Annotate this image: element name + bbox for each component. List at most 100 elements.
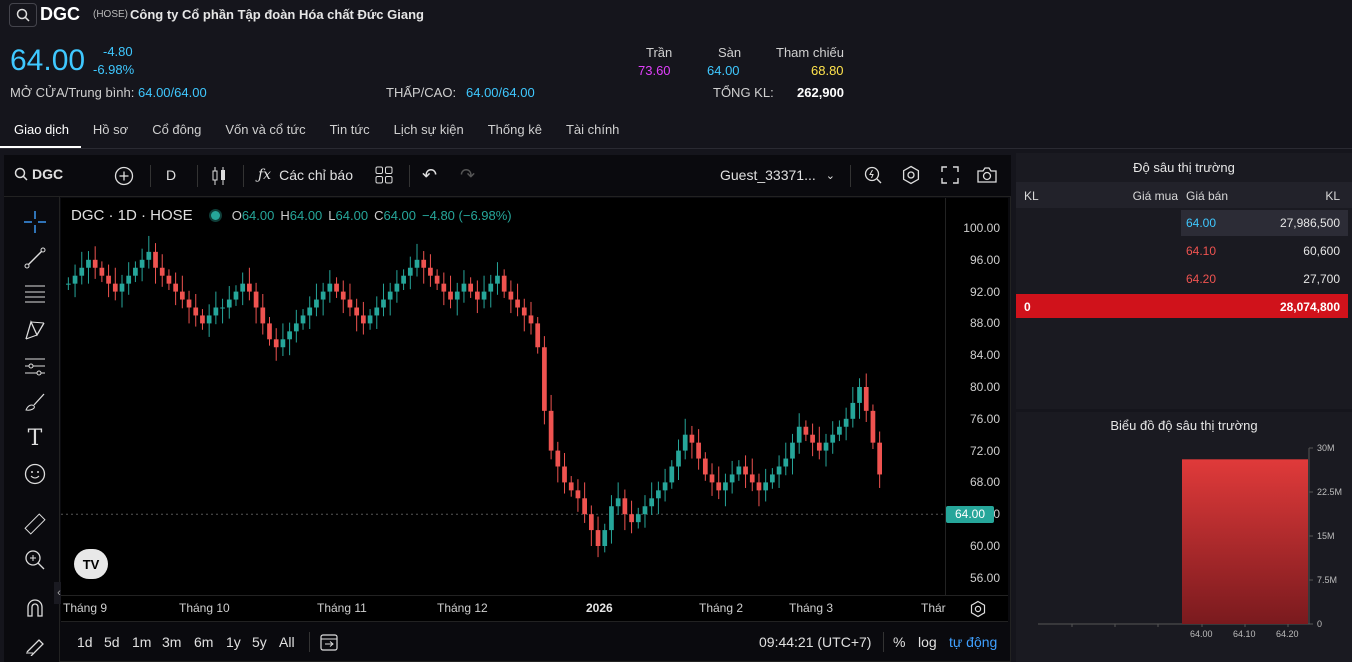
candle-body <box>542 347 547 411</box>
trend-line-icon[interactable] <box>22 245 48 271</box>
candle-body <box>428 267 433 276</box>
candle-body <box>448 291 453 300</box>
candle-body <box>508 291 514 300</box>
time-tick-label: Tháng 3 <box>789 601 834 615</box>
candle-body <box>267 323 272 340</box>
collapse-toolbar-icon[interactable]: ‹ <box>54 582 64 604</box>
tab-item[interactable]: Thống kê <box>487 122 542 137</box>
crosshair-icon[interactable] <box>22 209 48 235</box>
candle-body <box>676 450 681 467</box>
chart-type-button[interactable] <box>210 166 228 189</box>
symbol-label: DGC <box>32 166 64 182</box>
price-change: -4.80 <box>103 44 133 59</box>
layouts-button[interactable] <box>375 166 393 187</box>
time-axis[interactable]: Tháng 9 Tháng 10 Tháng 11 Tháng 12 2026 Tháng… <box>61 595 1008 621</box>
tab-item[interactable]: Tin tức <box>329 122 370 137</box>
total-volume-value: 262,900 <box>797 85 844 100</box>
bottom-divider <box>309 632 310 652</box>
screenshot-button[interactable] <box>976 165 998 188</box>
fib-retracement-icon[interactable] <box>22 281 48 307</box>
range-button[interactable]: 1m <box>132 634 152 650</box>
text-tool-icon[interactable]: T <box>27 425 43 451</box>
go-to-date-button[interactable] <box>319 632 339 655</box>
candle-body <box>870 410 876 443</box>
emoji-icon[interactable] <box>22 461 48 487</box>
candle-body <box>273 339 279 348</box>
magnet-icon[interactable] <box>22 595 48 621</box>
range-button[interactable]: 3m <box>162 634 182 650</box>
tab-item[interactable]: Cổ đông <box>152 122 202 137</box>
tradingview-logo[interactable]: TV <box>74 549 108 579</box>
price-change-percent: -6.98% <box>93 62 135 77</box>
user-menu[interactable]: Guest_33371... ⌄ <box>720 167 835 183</box>
candle-body <box>387 291 393 300</box>
lock-drawings-icon[interactable] <box>22 631 48 657</box>
brush-icon[interactable] <box>22 389 48 415</box>
price-tick-label: 88.00 <box>969 316 1000 331</box>
search-button[interactable] <box>9 3 37 27</box>
redo-icon[interactable]: ↷ <box>460 165 476 185</box>
quick-search-button[interactable] <box>863 165 883 188</box>
range-button[interactable]: 5d <box>104 634 120 650</box>
interval-selector[interactable]: D <box>166 167 177 183</box>
candle-body <box>770 474 775 483</box>
log-toggle[interactable]: log <box>918 634 937 650</box>
pattern-icon[interactable] <box>22 317 48 343</box>
candle-body <box>354 307 360 316</box>
candle-body <box>575 490 581 499</box>
candle-body <box>133 267 138 276</box>
symbol-search[interactable]: DGC <box>14 166 63 182</box>
candle-body <box>515 299 520 308</box>
legend-o-label: O <box>231 208 242 223</box>
candle-body <box>334 283 339 292</box>
candle-body <box>407 267 413 276</box>
forecast-icon[interactable] <box>22 353 48 379</box>
legend-o-value: 64.00 <box>241 208 275 223</box>
candle-body <box>609 506 614 531</box>
tab-item[interactable]: Tài chính <box>565 122 620 137</box>
plus-circle-icon <box>114 166 134 186</box>
legend-c-value: 64.00 <box>383 208 417 223</box>
tab-item[interactable]: Hồ sơ <box>92 122 129 137</box>
candle-body <box>300 315 306 324</box>
candle-body <box>347 299 353 308</box>
candle-body <box>394 283 400 292</box>
range-button[interactable]: 6m <box>194 634 214 650</box>
undo-icon[interactable]: ↶ <box>422 165 438 185</box>
zoom-in-icon[interactable] <box>22 547 48 573</box>
tab-item[interactable]: Giao dịch <box>0 118 81 148</box>
indicators-button[interactable]: ƒx Các chỉ báo <box>258 167 353 183</box>
price-axis[interactable]: 100.00 96.00 92.00 88.00 84.00 80.00 76.00 72.0… <box>945 198 1008 595</box>
candle-body <box>488 283 494 292</box>
candle-body <box>850 402 856 419</box>
range-button[interactable]: 5y <box>252 634 267 650</box>
range-button[interactable]: 1d <box>77 634 93 650</box>
candle-body <box>837 426 842 435</box>
search-icon <box>14 167 28 181</box>
candle-body <box>307 307 313 316</box>
legend-h-label: H <box>280 208 290 223</box>
chart-area[interactable] <box>61 198 945 595</box>
depth-x-label: 64.10 <box>1233 629 1256 639</box>
candle-body <box>179 291 185 300</box>
auto-scale-toggle[interactable]: tự động <box>949 634 998 650</box>
depth-ask-area <box>1182 459 1308 624</box>
legend-change: −4.80 (−6.98%) <box>422 208 512 223</box>
candle-body <box>528 315 534 324</box>
candle-body <box>756 482 762 491</box>
candle-body <box>736 466 742 475</box>
candle-body <box>830 434 836 443</box>
add-symbol-button[interactable] <box>113 165 135 190</box>
tab-item[interactable]: Lịch sự kiện <box>393 122 464 137</box>
candle-body <box>843 418 849 427</box>
settings-button[interactable] <box>901 165 921 188</box>
tab-item[interactable]: Vốn và cổ tức <box>225 122 306 137</box>
ruler-icon[interactable] <box>22 511 48 537</box>
fullscreen-button[interactable] <box>941 166 959 187</box>
percent-toggle[interactable]: % <box>893 634 906 650</box>
candle-body <box>615 498 621 507</box>
range-button[interactable]: 1y <box>226 634 241 650</box>
axis-settings-button[interactable] <box>969 600 987 623</box>
range-button[interactable]: All <box>279 634 295 650</box>
chart-toolbar: DGC D ƒx Các chỉ báo ↶ ↷ Guest_33371... … <box>4 155 1011 197</box>
